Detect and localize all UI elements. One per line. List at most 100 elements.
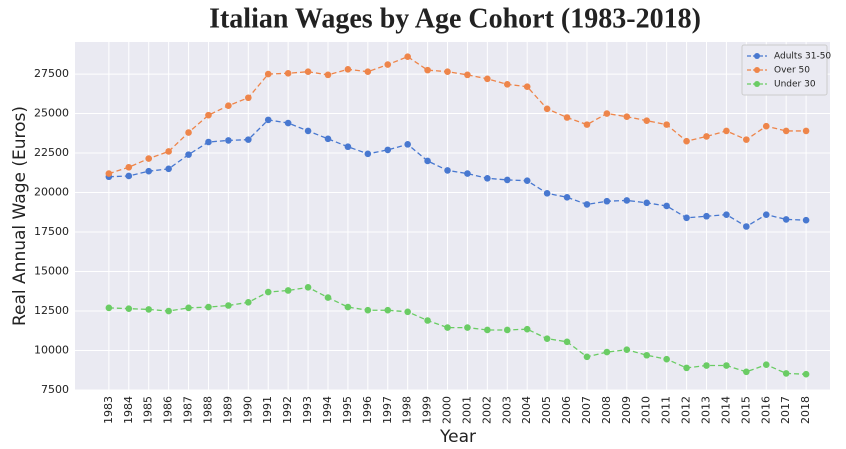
x-tick-label: 1987 [182,396,195,424]
data-point [743,368,750,376]
x-axis-label: Year [439,427,476,447]
data-point [404,53,411,60]
x-tick-label: 2015 [739,396,752,424]
data-point [503,81,511,88]
legend-box [741,44,828,96]
data-point [225,102,232,109]
data-point [563,114,571,121]
data-point [563,338,571,346]
x-tick-label: 1993 [301,396,314,424]
x-tick-label: 2013 [699,396,712,424]
data-point [225,302,232,309]
data-point [364,150,372,158]
data-point [523,177,531,184]
data-point [563,193,571,201]
x-tick-label: 1997 [381,396,394,424]
legend-label: Adults 31-50 [774,52,831,62]
data-point [643,199,651,207]
data-point [583,121,591,128]
data-point [205,138,212,146]
data-point [185,151,192,158]
data-point [703,362,710,369]
data-point [324,71,332,79]
x-tick-label: 1988 [201,396,214,424]
series-line [108,55,807,175]
data-point [245,299,252,306]
legend-label: Under 30 [774,80,816,90]
x-tick-label: 1984 [122,396,135,424]
data-point [444,167,451,174]
data-point [723,127,730,135]
data-point [464,324,471,331]
data-point [723,362,730,369]
data-point [802,370,810,378]
y-tick-label: 22500 [34,146,69,159]
x-tick-label: 1991 [261,396,274,424]
data-point [723,211,730,218]
data-point [603,197,611,205]
data-point [145,167,153,175]
data-point [464,170,471,177]
x-tick-label: 2000 [441,396,454,424]
x-tick-label: 2004 [520,396,533,424]
data-point [663,355,670,363]
legend-label: Over 50 [774,66,810,76]
x-tick-label: 2016 [759,396,772,424]
legend-marker [754,53,760,59]
data-point [125,172,133,180]
data-point [782,370,790,377]
data-point [384,61,392,68]
data-point [384,146,392,154]
data-point [543,335,551,342]
data-point [245,136,252,143]
data-point [603,110,611,117]
series-line [108,286,807,375]
data-point [165,148,172,155]
data-point [284,287,292,294]
data-point [762,211,770,218]
x-tick-label: 2002 [480,396,493,424]
data-point [762,122,770,130]
x-tick-label: 2012 [680,396,693,424]
data-point [484,326,491,334]
data-point [304,127,312,135]
data-point [743,223,750,230]
x-tick-label: 2008 [600,396,613,424]
y-tick-label: 25000 [34,107,69,120]
data-point [703,212,710,220]
data-point [464,71,471,79]
data-point [304,284,312,291]
x-tick-label: 1985 [142,396,155,424]
data-point [125,305,133,312]
data-point [762,361,770,369]
legend: Adults 31-50 Over 50 Under 30 [741,44,831,96]
data-point [802,127,810,135]
data-point [643,117,651,124]
data-point [424,66,431,74]
data-point [782,216,790,223]
data-point [663,121,670,128]
data-point [743,136,750,143]
data-point [205,111,212,119]
grid [75,42,830,391]
data-point [583,353,591,361]
x-tick-label: 2007 [580,396,593,424]
data-point [523,83,531,91]
data-point [802,216,810,224]
x-tick-label: 2003 [500,396,513,424]
x-tick-label: 2001 [460,396,473,424]
data-point [324,294,332,301]
data-point [703,133,710,140]
data-point [364,68,372,75]
y-tick-label: 7500 [41,383,69,396]
y-tick-label: 10000 [34,344,69,357]
data-point [344,303,352,311]
data-point [683,137,690,145]
x-tick-label: 2017 [779,396,792,424]
data-point [444,324,451,331]
data-point [125,163,133,171]
data-point [165,165,172,173]
x-tick-label: 1994 [321,396,334,424]
